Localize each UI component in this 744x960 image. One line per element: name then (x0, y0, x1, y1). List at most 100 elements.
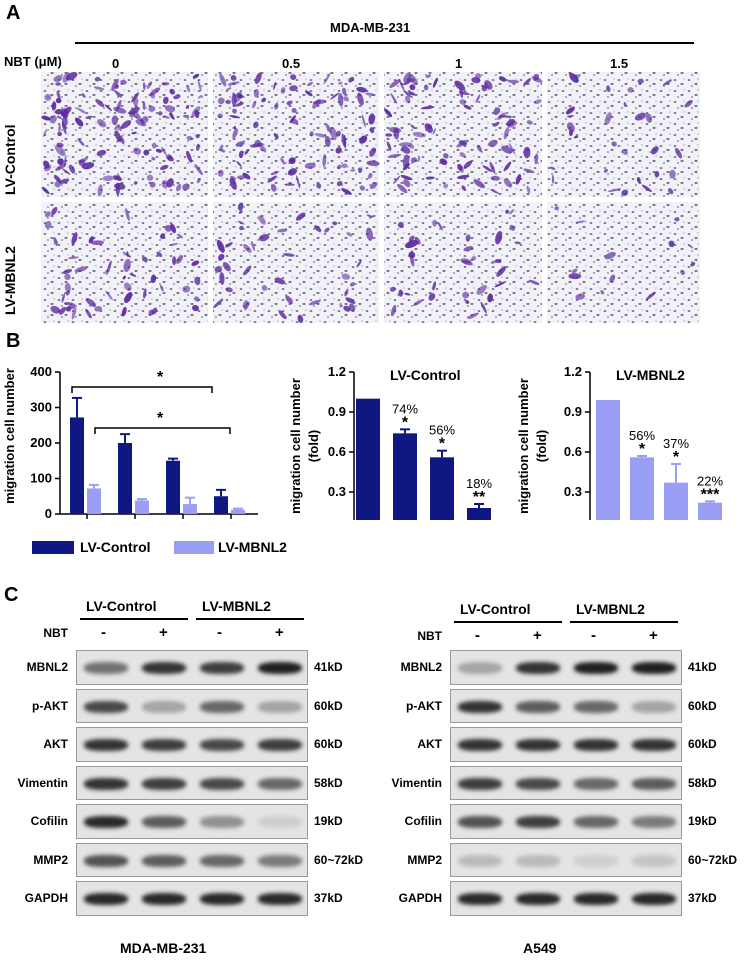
c3-percent-label: 22% (697, 473, 723, 488)
sig-bracket-1 (71, 386, 213, 393)
right-treatment-2: - (591, 627, 596, 644)
c2-ytick-label: 0.3 (328, 484, 346, 499)
left-band (258, 739, 302, 752)
left-band (84, 662, 128, 675)
c2-percent-label: 74% (392, 401, 418, 416)
chart-lv-mbnl2-fold: LV-MBNL2 migration cell number (fold) 0.… (516, 364, 723, 520)
sig-bracket-2 (94, 427, 231, 434)
right-band (458, 739, 502, 752)
micrograph-r2-c2 (213, 202, 379, 323)
right-band (458, 777, 502, 790)
left-blot-strip-4 (76, 804, 308, 839)
c3-ytick-label: 0.6 (564, 444, 582, 459)
right-blot-strip-4 (450, 804, 682, 839)
c2-percent-label: 18% (466, 476, 492, 491)
chart-lv-control-fold: LV-Control migration cell number (fold) … (288, 364, 492, 520)
right-band (516, 893, 560, 906)
right-size-6: 37kD (688, 891, 717, 905)
left-treatment-2: - (217, 624, 222, 641)
c2-ytick-label: 1.2 (328, 364, 346, 379)
right-nbt-label: NBT (417, 629, 442, 643)
left-band (84, 700, 128, 713)
sig-star-2: * (157, 410, 164, 427)
left-band (142, 893, 186, 906)
left-size-2: 60kD (314, 737, 343, 751)
left-treatment-3: + (275, 624, 284, 641)
right-band (632, 854, 676, 867)
nbt-dose-label: NBT (μM) (4, 54, 62, 69)
left-band (84, 893, 128, 906)
left-size-5: 60~72kD (314, 852, 364, 867)
left-protein-cofilin: Cofilin (30, 814, 68, 828)
right-band (574, 739, 618, 752)
c2-bar-series-2 (430, 457, 454, 520)
right-protein-p-akt: p-AKT (406, 698, 442, 713)
right-band (516, 700, 560, 713)
c1-ytick-label: 400 (30, 364, 52, 379)
left-protein-gapdh: GAPDH (24, 891, 68, 905)
c1-ytick-label: 0 (45, 506, 52, 520)
left-band (142, 777, 186, 790)
c1-bar-lv-control-3 (214, 496, 228, 514)
right-band (516, 854, 560, 867)
right-band (516, 739, 560, 752)
migration-micrographs (41, 71, 700, 323)
legend-swatch-control (32, 541, 74, 554)
right-band (458, 893, 502, 906)
right-blot-strip-2 (450, 727, 682, 762)
panel-a-header-line (75, 42, 694, 44)
left-band (258, 854, 302, 867)
blot-left-cell-line: MDA-MB-231 (120, 940, 207, 956)
right-size-0: 41kD (688, 660, 717, 674)
right-size-4: 19kD (688, 814, 717, 828)
left-band (84, 816, 128, 829)
blot-right-cell-line: A549 (523, 940, 557, 956)
c1-bar-lv-control-0 (70, 417, 84, 514)
left-band (200, 816, 244, 829)
right-band (574, 893, 618, 906)
c2-ytick-label: 0.9 (328, 404, 346, 419)
right-treatment-0: - (475, 627, 480, 644)
panel-c-letter: C (4, 584, 19, 606)
micrograph-r2-c1 (41, 202, 208, 323)
panel-a-letter: A (6, 2, 21, 24)
right-blot-strip-3 (450, 765, 682, 800)
micrograph-r1-c3 (384, 71, 543, 197)
left-band (258, 700, 302, 713)
c3-ytick-label: 0.3 (564, 484, 582, 499)
chart1-ylabel: migration cell number (2, 368, 17, 504)
legend-swatch-mbnl2 (174, 541, 214, 554)
right-size-1: 60kD (688, 698, 717, 713)
c1-bar-lv-mbnl2-3 (231, 509, 245, 514)
left-group-label: LV-Control (86, 598, 157, 614)
right-protein-akt: AKT (417, 737, 442, 751)
left-band (258, 816, 302, 829)
right-protein-mbnl2: MBNL2 (400, 660, 442, 674)
c1-ytick-label: 100 (30, 471, 52, 486)
right-group-label: LV-Control (460, 601, 531, 617)
right-blot-strip-1 (450, 688, 682, 723)
c2-sig-star: * (402, 414, 409, 431)
c3-bar-series-2 (664, 482, 688, 520)
c3-ytick-label: 0.9 (564, 404, 582, 419)
right-band (574, 662, 618, 675)
c2-sig-star: * (439, 436, 446, 453)
right-protein-gapdh: GAPDH (398, 891, 442, 905)
left-treatment-0: - (101, 624, 106, 641)
right-band (458, 854, 502, 867)
left-blot-strip-0 (76, 650, 308, 685)
right-band (632, 777, 676, 790)
right-band (632, 662, 676, 675)
left-protein-mbnl2: MBNL2 (26, 660, 68, 674)
c2-bar-series-1 (393, 433, 417, 520)
right-band (458, 700, 502, 713)
panel-b-letter: B (6, 330, 21, 352)
right-band (458, 816, 502, 829)
right-band (632, 816, 676, 829)
left-protein-vimentin: Vimentin (17, 775, 68, 790)
sig-star-1: * (157, 369, 164, 386)
left-blot-strip-6 (76, 881, 308, 916)
right-size-3: 58kD (688, 775, 717, 790)
left-blot-strip-1 (76, 688, 308, 723)
